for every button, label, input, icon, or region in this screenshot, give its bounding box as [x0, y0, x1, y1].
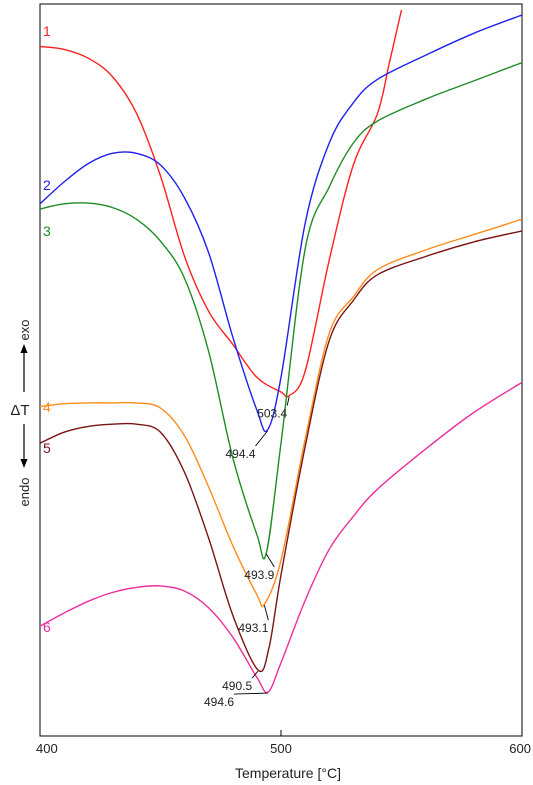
series-label-3: 3: [43, 223, 51, 239]
series-line-4: [40, 218, 522, 608]
endo-label: endo: [17, 478, 32, 507]
series-label-4: 4: [43, 399, 51, 415]
endo-arrow-head: [20, 459, 28, 468]
plot-frame: [39, 3, 523, 737]
series-label-5: 5: [43, 440, 51, 456]
x-tick-label-500: 500: [270, 741, 292, 756]
delta-t-label: ΔT: [10, 402, 29, 419]
series-label-6: 6: [43, 619, 51, 635]
peak-label-6: 494.6: [204, 695, 234, 709]
series-labels: 1 2 3 4 5 6: [43, 23, 51, 635]
series-label-1: 1: [43, 23, 51, 39]
exo-label: exo: [17, 320, 32, 341]
peak-label-4: 493.1: [238, 621, 268, 635]
peak-leader-2: [255, 430, 268, 447]
peak-leader-3: [265, 553, 275, 568]
series-line-6: [40, 381, 522, 694]
peak-label-5: 490.5: [222, 679, 252, 693]
exo-arrow-head: [20, 344, 28, 353]
series-curves: [40, 9, 522, 694]
x-tick-label-600: 600: [509, 741, 531, 756]
peak-label-2: 494.4: [226, 447, 256, 461]
x-axis-ticks: 400 500 600: [36, 730, 531, 756]
peak-leader-1: [286, 396, 290, 406]
peak-leader-lines: [233, 396, 290, 695]
x-tick-label-400: 400: [36, 741, 58, 756]
peak-leader-5: [251, 670, 259, 679]
series-line-3: [40, 61, 522, 560]
series-line-2: [40, 14, 522, 433]
peak-leader-4: [263, 605, 269, 621]
series-line-1: [40, 9, 403, 398]
x-axis-title: Temperature [°C]: [235, 765, 341, 781]
peak-leader-6: [233, 692, 268, 695]
peak-label-1: 503.4: [257, 407, 287, 421]
y-axis-indicator: exo ΔT endo: [10, 320, 32, 507]
peak-labels: 503.4 494.4 493.9 493.1 490.5 494.6: [204, 407, 288, 709]
peak-label-3: 493.9: [244, 568, 274, 582]
series-line-5: [40, 230, 522, 673]
series-label-2: 2: [43, 177, 51, 193]
